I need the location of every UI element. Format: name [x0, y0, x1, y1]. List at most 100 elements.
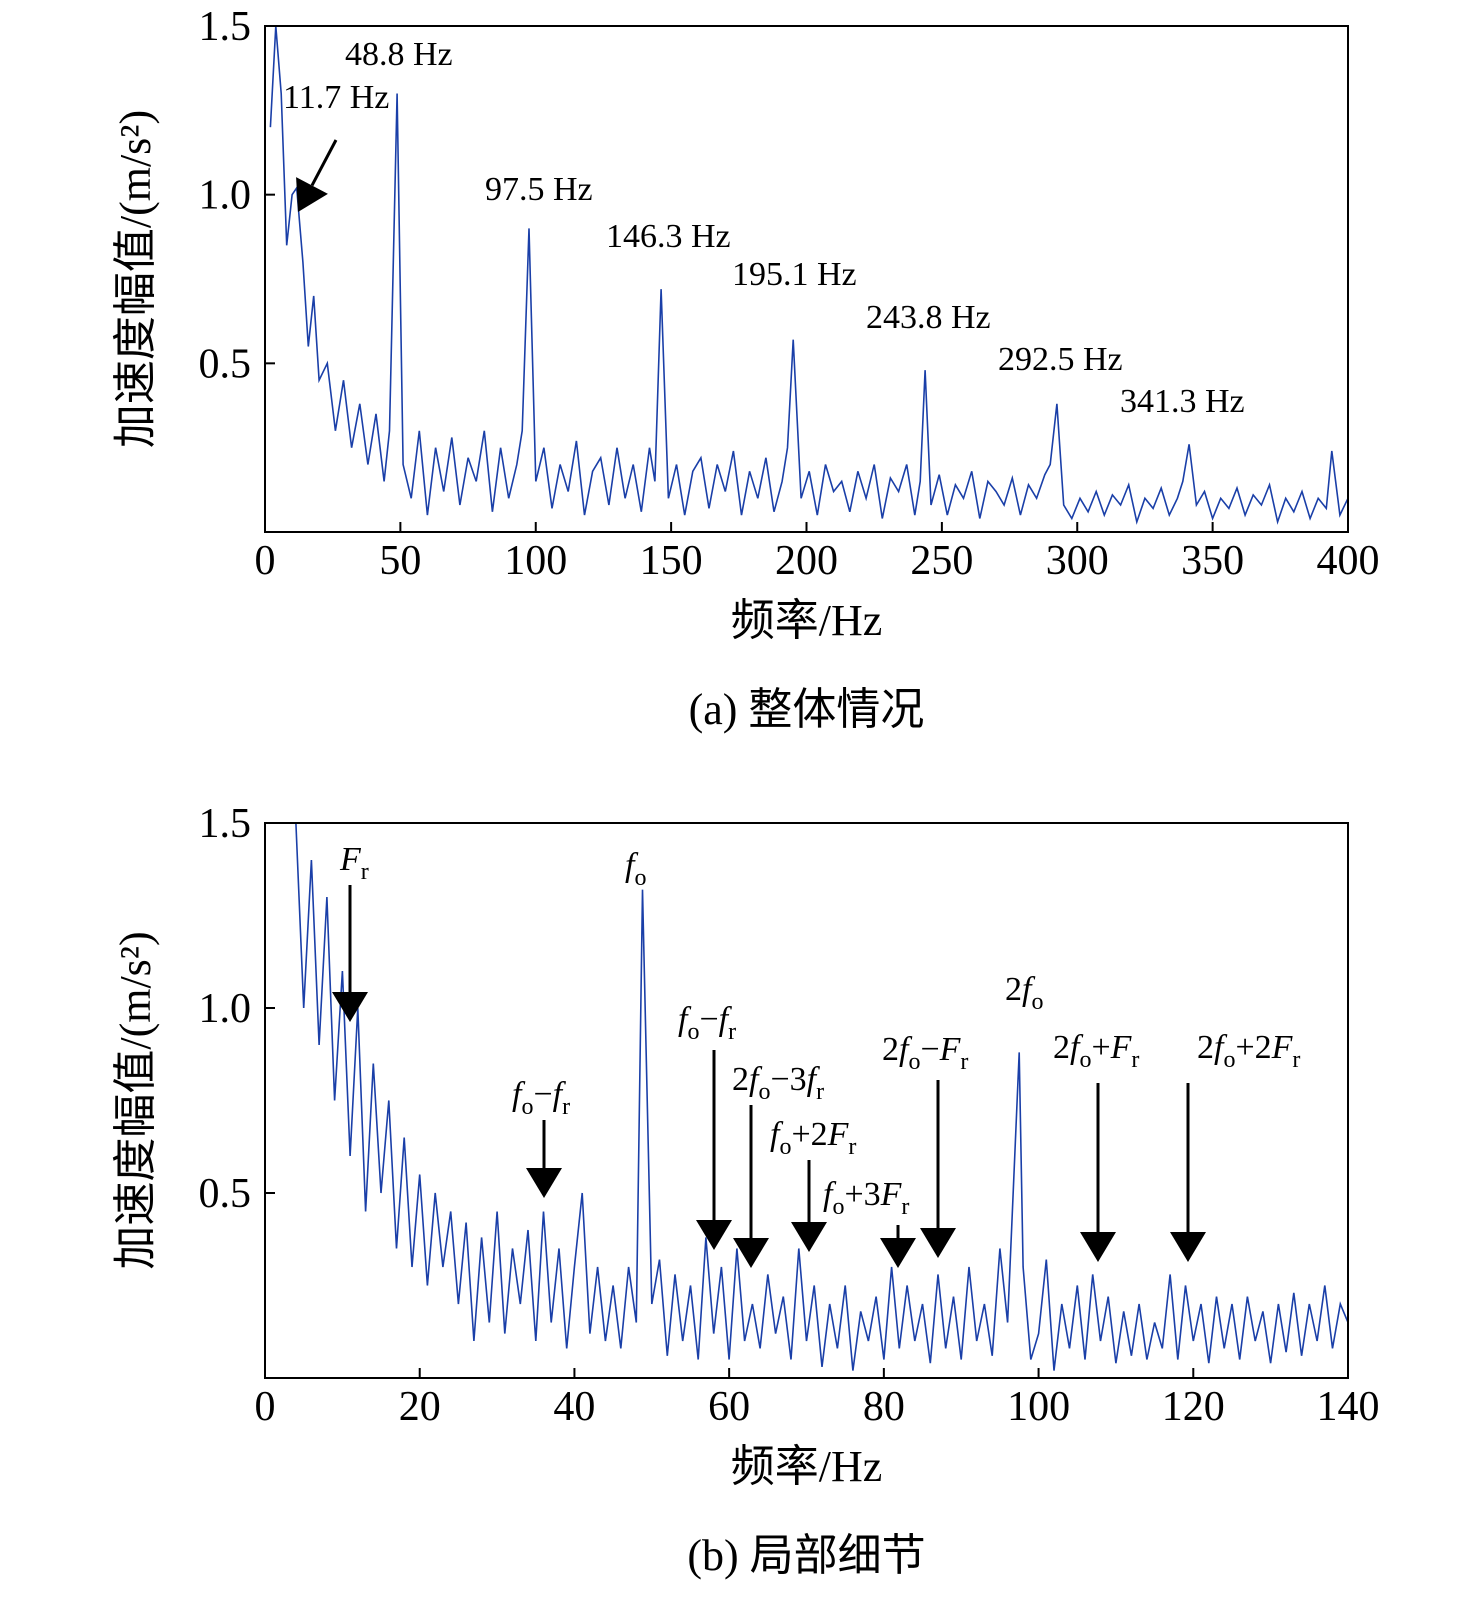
- panel: 0 20 40 60 80 100 120 140 0.5 1.0 1.5 频率/Hz 加速度幅值/(m…: [111, 801, 1380, 1580]
- plot-frame: [264, 822, 1349, 1379]
- annotation-part: r: [562, 1094, 570, 1120]
- annotation-part: +3: [844, 1176, 880, 1213]
- annotation: 2fo+Fr: [1053, 1029, 1139, 1073]
- annotation-part: 2: [1053, 1029, 1070, 1066]
- x-tick-label: 350: [1181, 538, 1244, 584]
- arrow-head: [920, 1228, 956, 1258]
- x-tick-label: 60: [708, 1384, 750, 1430]
- annotation: 97.5 Hz: [485, 171, 593, 208]
- x-tick-label: 200: [775, 538, 838, 584]
- panel: 0 50 100 150 200 250 300 350 400 0.5 1.0 1.5 频率/Hz 加速…: [111, 4, 1380, 734]
- annotation-part: o: [779, 1134, 791, 1160]
- annotation-part: F: [1271, 1029, 1294, 1066]
- annotation-part: r: [901, 1194, 909, 1220]
- annotation: fo−fr: [512, 1076, 570, 1120]
- annotation: 2fo−3fr: [732, 1061, 824, 1105]
- annotation-part: −3: [770, 1061, 806, 1098]
- annotation-part: o: [687, 1019, 699, 1045]
- annotation: 243.8 Hz: [866, 299, 991, 336]
- x-axis-label: 频率/Hz: [731, 1442, 883, 1491]
- annotation-part: 195.1 Hz: [732, 256, 857, 293]
- x-tick-label: 100: [504, 538, 567, 584]
- x-tick-label: 300: [1046, 538, 1109, 584]
- annotation-part: 341.3 Hz: [1120, 383, 1245, 420]
- x-tick-label: 40: [553, 1384, 595, 1430]
- annotation-part: F: [880, 1176, 903, 1213]
- annotation: 146.3 Hz: [606, 218, 731, 255]
- annotation-part: 243.8 Hz: [866, 299, 991, 336]
- x-tick-label: 150: [640, 538, 703, 584]
- y-axis-label: 加速度幅值/(m/s²): [111, 110, 160, 448]
- annotation-part: o: [1223, 1047, 1235, 1073]
- y-tick-label: 1.0: [199, 173, 252, 219]
- y-tick-label: 1.5: [199, 801, 252, 847]
- annotation-part: 48.8 Hz: [345, 36, 453, 73]
- arrow-head: [733, 1238, 769, 1268]
- x-tick-label: 0: [255, 538, 276, 584]
- x-tick-label: 100: [1007, 1384, 1070, 1430]
- annotation-part: +2: [791, 1116, 827, 1153]
- arrow-head: [1080, 1232, 1116, 1262]
- annotation-part: −: [533, 1076, 552, 1113]
- arrow-head: [332, 992, 368, 1022]
- annotation-part: 292.5 Hz: [998, 341, 1123, 378]
- caption: (b) 局部细节: [687, 1531, 925, 1580]
- x-tick-label: 120: [1162, 1384, 1225, 1430]
- annotation-part: o: [832, 1194, 844, 1220]
- annotation-part: 2: [1005, 971, 1022, 1008]
- annotation-part: r: [361, 859, 369, 885]
- spectrum-line: [295, 823, 1348, 1371]
- spectrum-line: [269, 26, 1348, 525]
- arrow-shaft: [310, 139, 338, 187]
- x-tick-label: 0: [255, 1384, 276, 1430]
- annotation: fo: [625, 847, 646, 891]
- x-tick-label: 400: [1317, 538, 1380, 584]
- y-tick-label: 0.5: [199, 1171, 252, 1217]
- annotation: 341.3 Hz: [1120, 383, 1245, 420]
- annotation: 292.5 Hz: [998, 341, 1123, 378]
- annotation-part: 146.3 Hz: [606, 218, 731, 255]
- annotation-part: −: [920, 1031, 939, 1068]
- annotation-part: o: [1031, 989, 1043, 1015]
- annotation-part: 2: [882, 1031, 899, 1068]
- y-tick-label: 1.5: [199, 4, 252, 50]
- annotation-part: r: [1292, 1047, 1300, 1073]
- annotation: fo−fr: [678, 1001, 736, 1045]
- x-tick-label: 20: [399, 1384, 441, 1430]
- x-tick-label: 80: [863, 1384, 905, 1430]
- annotation-part: F: [1110, 1029, 1133, 1066]
- x-axis-label: 频率/Hz: [731, 596, 883, 645]
- arrow-head: [791, 1222, 827, 1252]
- arrow-head: [526, 1168, 562, 1198]
- annotation-part: r: [848, 1134, 856, 1160]
- annotation-part: r: [816, 1079, 824, 1105]
- arrow-head: [696, 1220, 732, 1250]
- x-tick-label: 50: [379, 538, 421, 584]
- annotation: 11.7 Hz: [283, 79, 389, 116]
- annotation-part: o: [521, 1094, 533, 1120]
- annotation: 2fo: [1005, 971, 1043, 1015]
- annotation-part: r: [728, 1019, 736, 1045]
- annotation: fo+3Fr: [823, 1176, 909, 1220]
- caption: (a) 整体情况: [689, 685, 925, 734]
- annotation: Fr: [339, 841, 369, 885]
- x-tick-label: 250: [910, 538, 973, 584]
- annotation-part: F: [339, 841, 362, 878]
- annotation-part: F: [939, 1031, 962, 1068]
- annotation-part: 2: [732, 1061, 749, 1098]
- annotation-part: −: [699, 1001, 718, 1038]
- y-tick-label: 0.5: [199, 341, 252, 387]
- annotation-part: o: [1079, 1047, 1091, 1073]
- annotation-part: o: [634, 865, 646, 891]
- annotation-part: o: [908, 1049, 920, 1075]
- annotation-part: +: [1091, 1029, 1110, 1066]
- arrow-head: [880, 1238, 916, 1268]
- annotation-part: 2: [1197, 1029, 1214, 1066]
- annotation-part: o: [758, 1079, 770, 1105]
- annotation-part: 11.7 Hz: [283, 79, 389, 116]
- arrow-head: [1170, 1232, 1206, 1262]
- x-tick-label: 140: [1317, 1384, 1380, 1430]
- annotation: 2fo+2Fr: [1197, 1029, 1300, 1073]
